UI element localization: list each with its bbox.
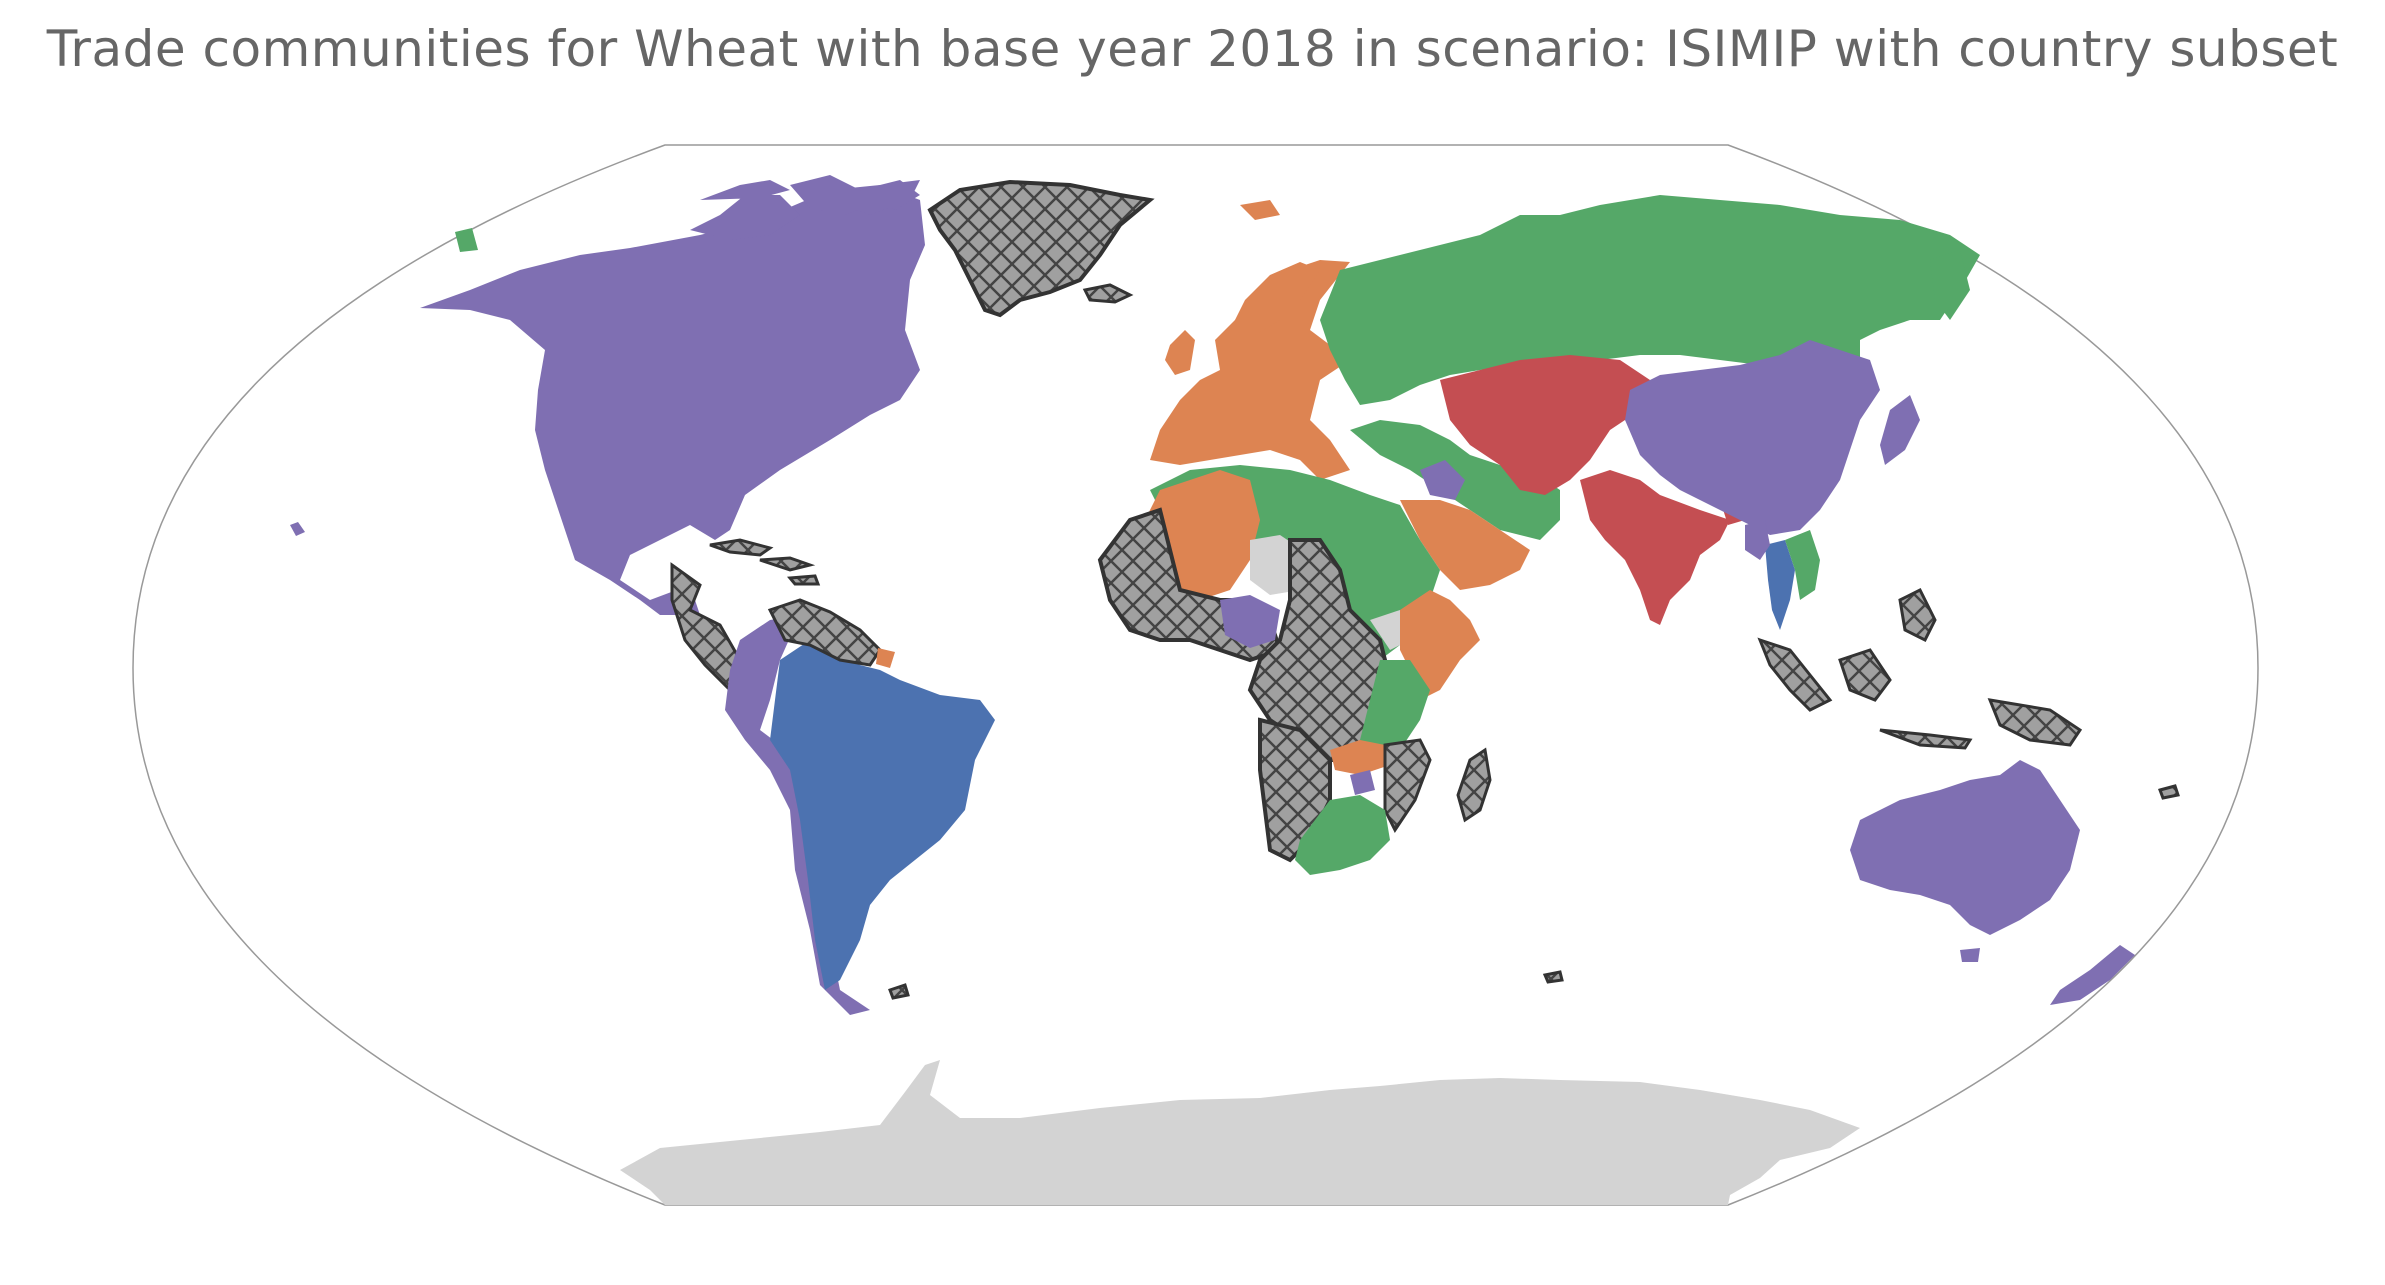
region-guianas: [767, 598, 882, 667]
region-southeast-asia-green: [1785, 530, 1820, 600]
region-madagascar: [1456, 747, 1492, 823]
region-small-islands: [888, 784, 2180, 1000]
region-jordan-iraq: [1420, 460, 1465, 500]
region-greenland: [927, 179, 1155, 318]
region-southeast-asia-purple: [1745, 520, 1770, 560]
map-title: Trade communities for Wheat with base ye…: [46, 20, 2339, 78]
region-russia: [1320, 195, 1980, 405]
region-horn-of-africa: [1400, 590, 1480, 700]
region-alaska-tip: [455, 228, 478, 252]
region-iceland-svalbard: [1082, 283, 1134, 304]
antarctica: [620, 1060, 1860, 1205]
region-svalbard-orange: [1240, 200, 1280, 220]
region-scandinavia: [1230, 262, 1320, 335]
region-southern-africa: [1295, 795, 1390, 875]
region-zambia: [1330, 740, 1390, 775]
region-central-asia: [1440, 355, 1650, 495]
region-japan: [1880, 395, 1920, 465]
region-kamchatka: [1930, 250, 1970, 320]
region-indonesia: [1757, 587, 2083, 750]
region-new-zealand: [2050, 945, 2135, 1005]
region-east-africa-green: [1360, 660, 1430, 760]
region-canadian-arctic: [690, 175, 920, 240]
region-hawaii: [290, 522, 305, 536]
region-french-guiana: [876, 648, 895, 668]
region-arabian-peninsula: [1400, 500, 1530, 590]
region-nigeria: [1220, 595, 1280, 648]
region-mozambique: [1383, 738, 1432, 833]
region-thailand: [1765, 540, 1795, 630]
region-india: [1580, 470, 1730, 625]
region-australia: [1850, 760, 2080, 935]
region-north-america: [420, 185, 925, 615]
region-brazil-southern-cone: [770, 640, 995, 990]
region-western-europe: [1150, 260, 1350, 480]
region-tasmania: [1960, 948, 1980, 962]
region-malawi: [1350, 770, 1375, 795]
region-china: [1625, 340, 1880, 535]
region-caribbean: [709, 538, 821, 586]
region-uk-ireland: [1165, 330, 1195, 375]
region-western-south-america: [725, 615, 870, 1015]
